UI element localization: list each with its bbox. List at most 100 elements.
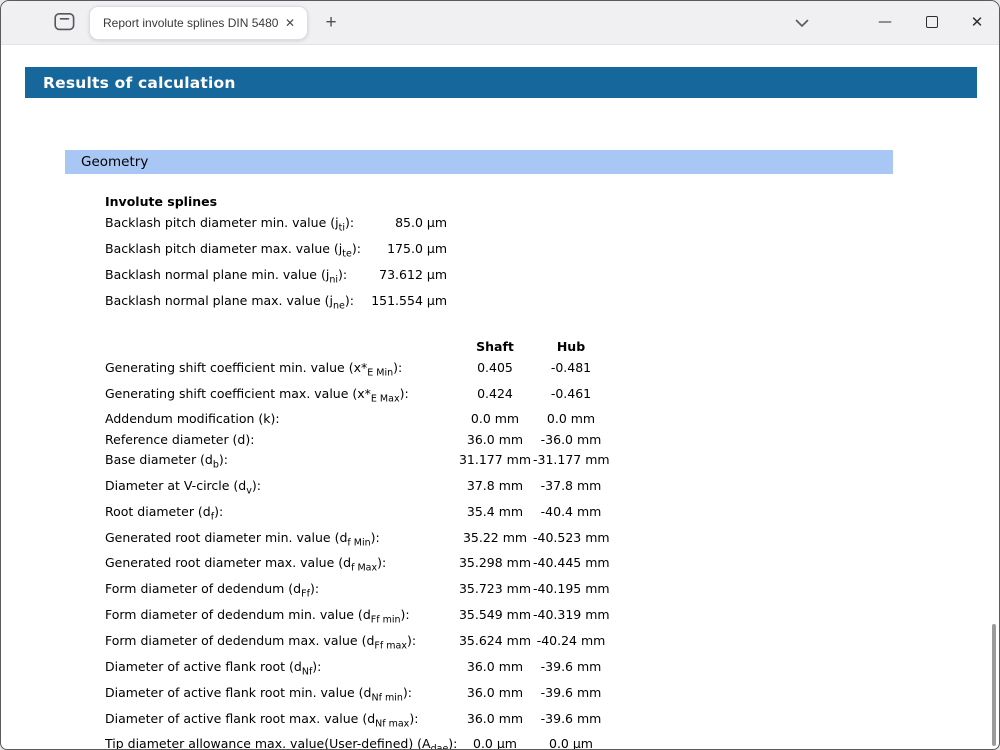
table-row: Tip diameter allowance max. value(User-d… <box>105 734 665 750</box>
row-value-shaft: 0.0 mm <box>470 411 520 427</box>
row-value-hub: -40.195 mm <box>533 581 610 597</box>
row-value-hub: -39.6 mm <box>540 684 602 700</box>
section-title: Geometry <box>81 154 149 170</box>
row-label: Tip diameter allowance max. value(User-d… <box>105 736 458 750</box>
row-label: Form diameter of dedendum min. value (dF… <box>105 607 410 626</box>
report-body: Involute splines Backlash pitch diameter… <box>105 191 665 750</box>
maximize-button[interactable] <box>916 7 948 37</box>
row-value-shaft: 0.405 <box>477 359 513 375</box>
row-label: Backlash normal plane min. value (jni): <box>105 266 348 286</box>
geometry-section-bar: Geometry <box>65 150 893 174</box>
row-value-shaft: 36.0 mm <box>466 684 524 700</box>
row-value-shaft: 35.624 mm <box>458 633 532 648</box>
row-value-shaft: 35.4 mm <box>466 503 524 519</box>
row-value-shaft: 0.0 µm <box>473 736 517 750</box>
table-row: Diameter of active flank root (dNf): 36.0… <box>105 657 665 683</box>
row-value: 151.554 µm <box>371 292 447 308</box>
row-label: Diameter of active flank root min. value… <box>105 684 412 704</box>
chevron-down-icon[interactable] <box>787 10 817 36</box>
row-label: Addendum modification (k): <box>105 411 280 427</box>
row-label: Generated root diameter min. value (df M… <box>105 529 380 549</box>
row-label: Generating shift coefficient max. value … <box>105 385 409 405</box>
row-label: Base diameter (db): <box>105 452 228 471</box>
row-value-shaft: 36.0 mm <box>466 710 524 726</box>
column-header-hub: Hub <box>556 339 586 355</box>
table-row: Base diameter (db): 31.177 mm -31.177 mm <box>105 450 665 476</box>
row-value-hub: -37.8 mm <box>540 477 602 493</box>
row-value-shaft: 35.549 mm <box>458 607 532 623</box>
row-value: 175.0 µm <box>387 240 447 256</box>
minimize-button[interactable]: — <box>878 14 892 30</box>
row-value-hub: -39.6 mm <box>540 658 602 674</box>
scrollbar-thumb[interactable] <box>992 624 996 746</box>
row-value-hub: -0.461 <box>550 385 592 401</box>
spacer <box>105 316 665 337</box>
row-value-shaft: 0.424 <box>477 385 513 401</box>
table-row: Form diameter of dedendum (dFf): 35.723 m… <box>105 579 665 605</box>
row-label: Form diameter of dedendum max. value (dF… <box>105 633 417 652</box>
report-row: Backlash normal plane max. value (jne): 1… <box>105 291 665 317</box>
row-label: Backlash pitch diameter min. value (jti)… <box>105 215 355 234</box>
row-value-hub: 0.0 µm <box>549 736 593 750</box>
row-value-hub: -39.6 mm <box>540 710 602 726</box>
row-value-shaft: 37.8 mm <box>466 477 524 493</box>
row-value: 85.0 µm <box>395 215 447 230</box>
close-button[interactable]: ✕ <box>970 13 984 31</box>
row-label: Backlash normal plane max. value (jne): <box>105 292 354 312</box>
shaft-hub-table: Shaft Hub Generating shift coefficient min… <box>105 337 665 750</box>
row-value-shaft: 35.22 mm <box>462 529 528 545</box>
new-tab-button[interactable]: + <box>325 12 337 33</box>
row-value-shaft: 35.723 mm <box>458 581 532 597</box>
row-label: Diameter of active flank root (dNf): <box>105 658 322 678</box>
table-row: Form diameter of dedendum min. value (dF… <box>105 605 665 631</box>
row-value-shaft: 35.298 mm <box>458 555 532 571</box>
results-header-bar: Results of calculation <box>25 67 977 98</box>
report-row: Backlash pitch diameter max. value (jte)… <box>105 239 665 265</box>
table-row: Generated root diameter max. value (df M… <box>105 553 665 579</box>
maximize-icon <box>926 16 938 28</box>
row-value-hub: -31.177 mm <box>533 452 610 468</box>
row-value-hub: 0.0 mm <box>546 411 596 427</box>
table-row: Diameter of active flank root min. value… <box>105 683 665 709</box>
report-row: Backlash normal plane min. value (jni): 7… <box>105 265 665 291</box>
row-value-hub: -40.319 mm <box>533 607 610 623</box>
table-row: Diameter at V-circle (dv): 37.8 mm -37.8 m… <box>105 476 665 502</box>
page-title: Results of calculation <box>43 73 236 92</box>
header-spacer <box>105 337 457 357</box>
tab-title: Report involute splines DIN 5480 <box>103 16 279 30</box>
row-label: Backlash pitch diameter max. value (jte)… <box>105 240 361 260</box>
row-value-shaft: 36.0 mm <box>466 658 524 674</box>
row-label: Form diameter of dedendum (dFf): <box>105 581 320 600</box>
table-row: Form diameter of dedendum max. value (dF… <box>105 631 665 657</box>
table-row: Generating shift coefficient min. value … <box>105 358 665 384</box>
row-value-hub: -40.523 mm <box>533 529 610 545</box>
row-value-hub: -40.4 mm <box>540 503 602 519</box>
row-value-shaft: 36.0 mm <box>466 431 524 447</box>
table-header-row: Shaft Hub <box>105 337 665 357</box>
row-value-shaft: 31.177 mm <box>458 452 532 468</box>
table-row: Addendum modification (k): 0.0 mm 0.0 mm <box>105 409 665 429</box>
row-value-hub: -36.0 mm <box>540 431 602 447</box>
table-row: Root diameter (df): 35.4 mm -40.4 mm <box>105 502 665 528</box>
row-label: Reference diameter (d): <box>105 431 255 447</box>
table-row: Reference diameter (d): 36.0 mm -36.0 mm <box>105 430 665 450</box>
tab-strip-window-icon <box>53 12 75 35</box>
row-label: Diameter at V-circle (dv): <box>105 477 261 497</box>
row-label: Generated root diameter max. value (df M… <box>105 555 387 574</box>
tab-actions-button[interactable] <box>50 10 78 36</box>
backlash-block: Backlash pitch diameter min. value (jti)… <box>105 213 665 316</box>
titlebar: Report involute splines DIN 5480 ✕ + — ✕ <box>1 1 999 45</box>
table-row: Generating shift coefficient max. value … <box>105 384 665 410</box>
column-header-shaft: Shaft <box>476 339 514 355</box>
table-row: Generated root diameter min. value (df M… <box>105 528 665 554</box>
tab-report[interactable]: Report involute splines DIN 5480 ✕ <box>89 6 308 40</box>
row-value-hub: -40.24 mm <box>536 633 606 648</box>
report-row: Backlash pitch diameter min. value (jti)… <box>105 213 665 239</box>
row-value-hub: -0.481 <box>550 359 592 375</box>
report-subtitle: Involute splines <box>105 194 218 209</box>
row-label: Generating shift coefficient min. value … <box>105 359 403 379</box>
tab-close-icon[interactable]: ✕ <box>284 16 296 30</box>
row-value: 73.612 µm <box>379 266 447 282</box>
row-value-hub: -40.445 mm <box>533 555 610 571</box>
row-label: Root diameter (df): <box>105 503 224 523</box>
